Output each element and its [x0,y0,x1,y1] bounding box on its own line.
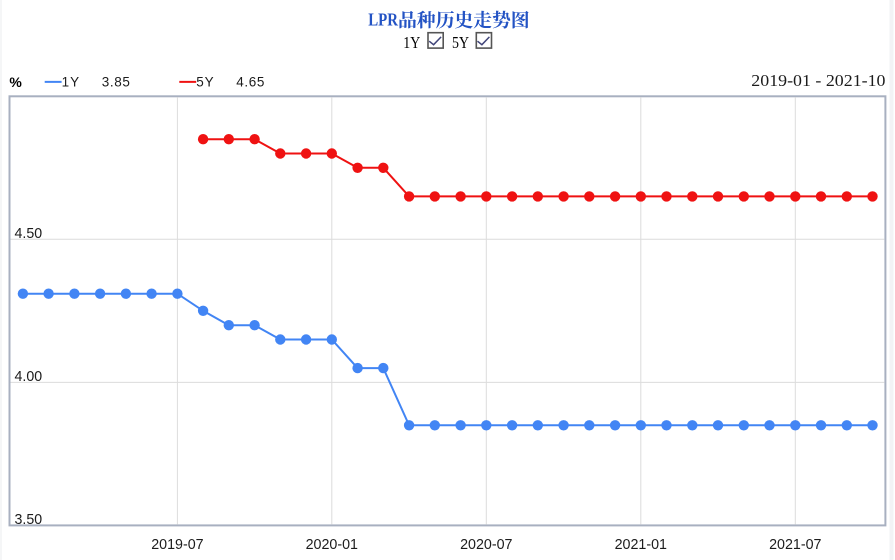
svg-text:5Y: 5Y [196,75,214,90]
svg-text:2020-07: 2020-07 [460,537,512,553]
svg-text:1Y: 1Y [62,75,80,90]
svg-text:2021-07: 2021-07 [769,537,821,553]
svg-text:3.50: 3.50 [15,511,43,528]
svg-text:1Y: 1Y [403,33,420,52]
svg-text:4.65: 4.65 [236,75,264,90]
svg-text:LPR: LPR [368,10,399,30]
svg-text:4.00: 4.00 [15,368,43,385]
svg-text:2019-07: 2019-07 [151,537,203,553]
svg-text:5Y: 5Y [452,33,469,52]
svg-text:2021-01: 2021-01 [615,537,667,553]
svg-text:2019-01 - 2021-10: 2019-01 - 2021-10 [751,71,885,90]
svg-text:%: % [9,74,22,90]
svg-text:2020-01: 2020-01 [306,537,358,553]
svg-text:3.85: 3.85 [102,75,130,90]
svg-text:4.50: 4.50 [15,225,43,242]
